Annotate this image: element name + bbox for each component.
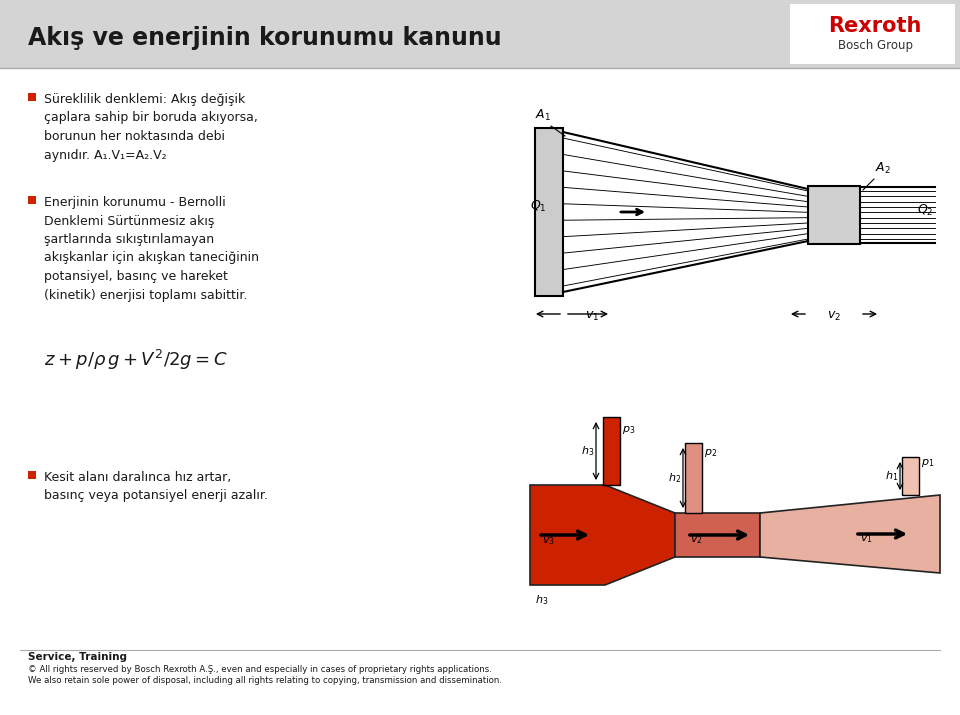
- Text: Service, Training: Service, Training: [28, 652, 127, 662]
- Polygon shape: [530, 485, 675, 585]
- Text: $Q_2$: $Q_2$: [917, 202, 933, 217]
- Bar: [685, 443, 702, 513]
- Text: We also retain sole power of disposal, including all rights relating to copying,: We also retain sole power of disposal, i…: [28, 676, 502, 685]
- Bar: [790, 4, 955, 64]
- Text: $p_1$: $p_1$: [921, 457, 934, 469]
- Text: $h_2$: $h_2$: [668, 471, 681, 485]
- Bar: [603, 417, 620, 485]
- Text: © All rights reserved by Bosch Rexroth A.Ş., even and especially in cases of pro: © All rights reserved by Bosch Rexroth A…: [28, 665, 492, 674]
- Text: Bosch Group: Bosch Group: [837, 39, 913, 52]
- Bar: [28, 196, 36, 204]
- Text: Kesit alanı daralınca hız artar,
basınç veya potansiyel enerji azalır.: Kesit alanı daralınca hız artar, basınç …: [44, 471, 268, 503]
- Text: $A_1$: $A_1$: [535, 108, 551, 123]
- Text: Rexroth: Rexroth: [828, 16, 922, 36]
- Text: $Q_1$: $Q_1$: [530, 199, 546, 214]
- Text: $A_2$: $A_2$: [875, 161, 891, 176]
- Bar: [902, 457, 919, 495]
- Polygon shape: [760, 495, 940, 573]
- Text: $v_2$: $v_2$: [827, 310, 841, 322]
- Text: $z + p/ \rho\, g + V^2 / 2g = C$: $z + p/ \rho\, g + V^2 / 2g = C$: [44, 348, 228, 372]
- Text: $h_3$: $h_3$: [581, 444, 594, 458]
- Text: $v_3$: $v_3$: [542, 535, 555, 547]
- Text: $p_3$: $p_3$: [622, 424, 636, 436]
- Text: Akış ve enerjinin korunumu kanunu: Akış ve enerjinin korunumu kanunu: [28, 26, 502, 50]
- Text: $v_2$: $v_2$: [690, 534, 703, 546]
- Text: $h_1$: $h_1$: [885, 469, 898, 483]
- Text: $v_1$: $v_1$: [860, 533, 873, 545]
- Bar: [808, 186, 860, 244]
- Polygon shape: [675, 513, 760, 557]
- Bar: [28, 471, 36, 479]
- Bar: [28, 93, 36, 101]
- Text: Süreklilik denklemi: Akış değişik
çaplara sahip bir boruda akıyorsa,
borunun her: Süreklilik denklemi: Akış değişik çaplar…: [44, 93, 258, 162]
- Text: $p_2$: $p_2$: [704, 447, 717, 459]
- Bar: [0, 0, 960, 68]
- Bar: [535, 128, 563, 296]
- Text: $v_1$: $v_1$: [585, 310, 599, 322]
- Text: Enerjinin korunumu - Bernolli
Denklemi Sürtünmesiz akış
şartlarında sıkıştırılam: Enerjinin korunumu - Bernolli Denklemi S…: [44, 196, 259, 302]
- Text: $h_3$: $h_3$: [535, 593, 548, 607]
